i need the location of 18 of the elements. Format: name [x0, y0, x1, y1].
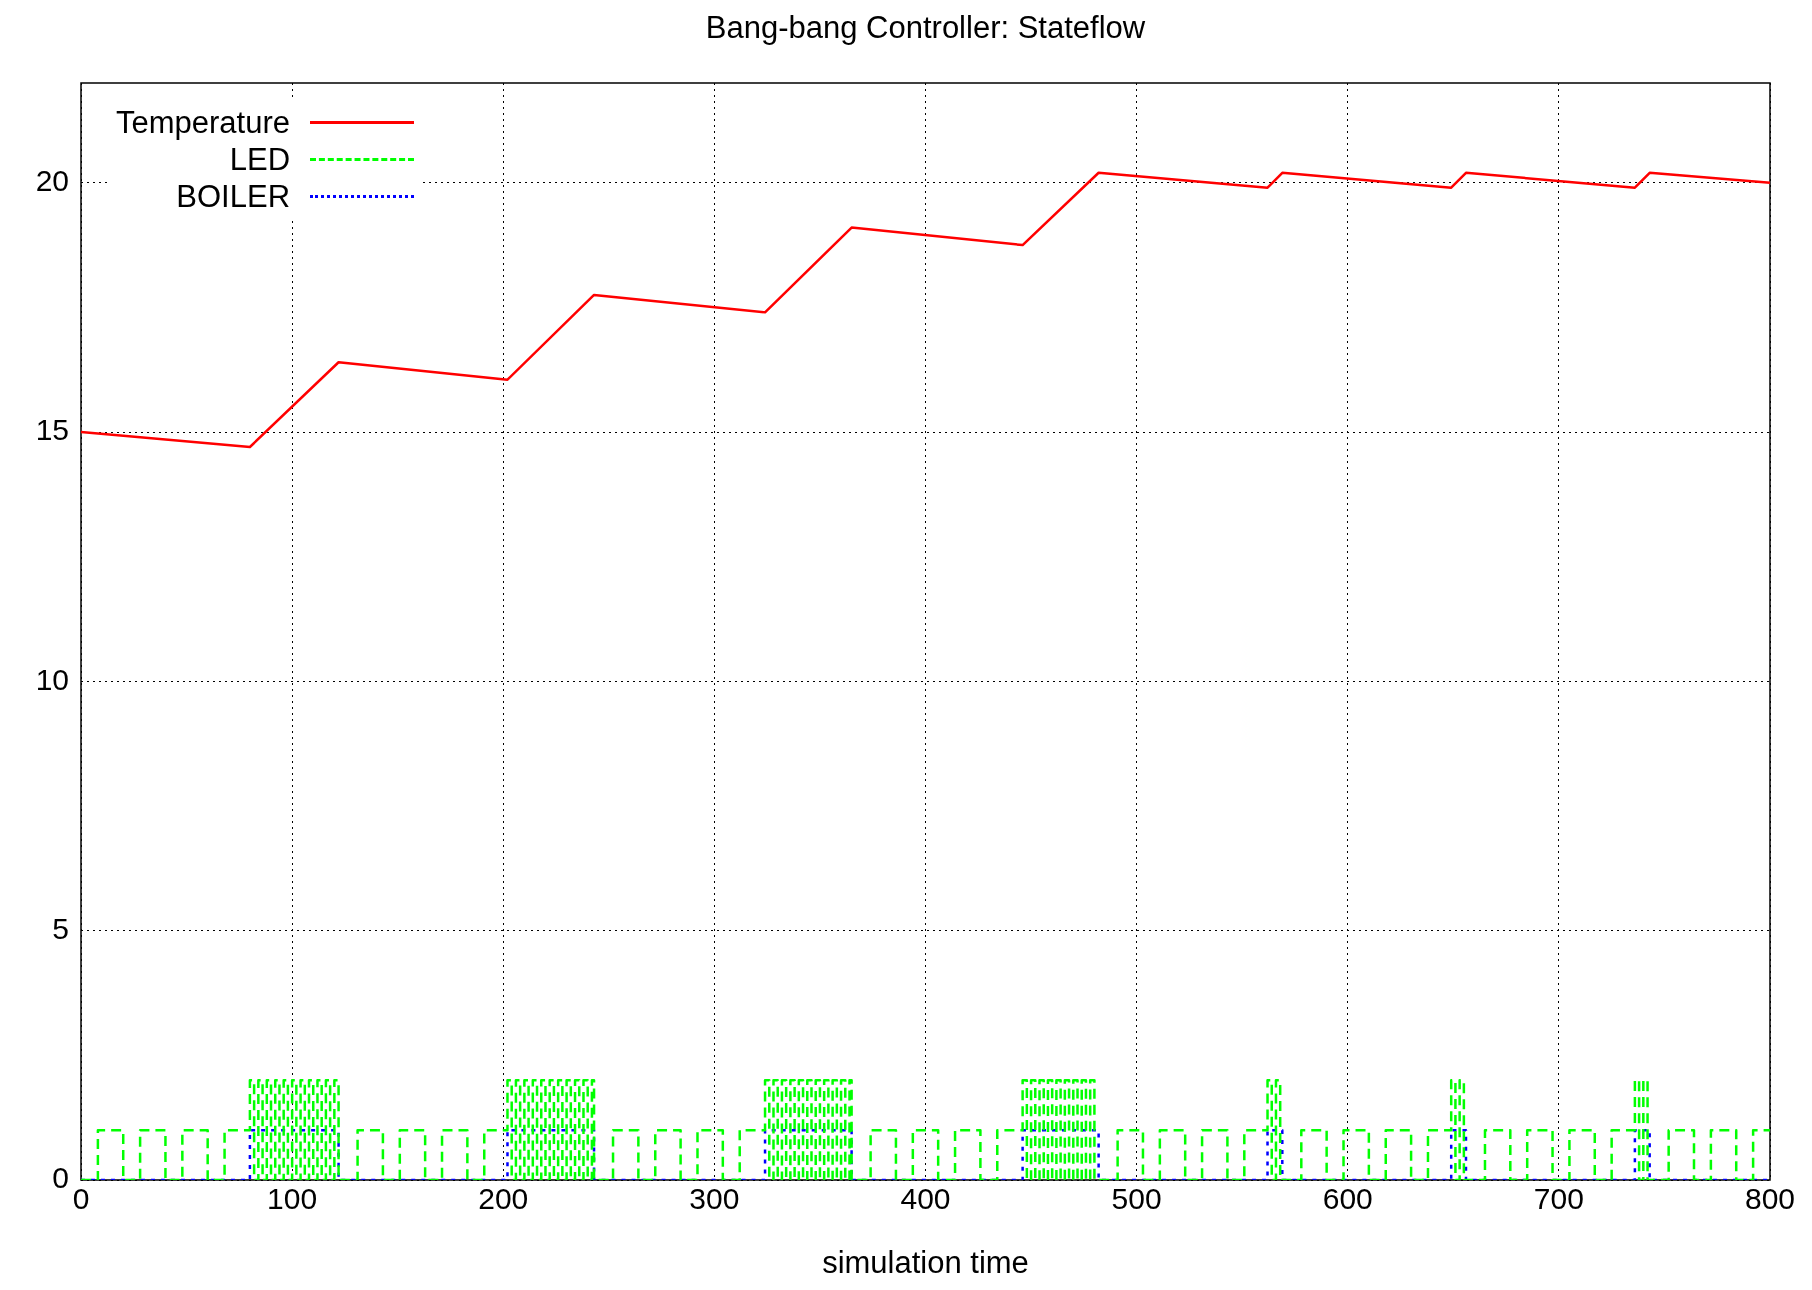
legend-label: BOILER	[176, 178, 291, 215]
legend-label: Temperature	[116, 104, 291, 141]
x-tick-label: 400	[900, 1182, 951, 1216]
x-axis-title: simulation time	[821, 1245, 1030, 1281]
x-tick-label: 600	[1322, 1182, 1373, 1216]
legend-label: LED	[229, 141, 291, 178]
y-tick-label: 10	[35, 662, 69, 696]
x-tick-label: 100	[267, 1182, 318, 1216]
x-tick-label: 200	[478, 1182, 529, 1216]
x-tick-label: 700	[1533, 1182, 1584, 1216]
y-tick-label: 20	[35, 163, 69, 197]
x-tick-label: 300	[689, 1182, 740, 1216]
x-tick-label: 500	[1111, 1182, 1162, 1216]
chart-title: Bang-bang Controller: Stateflow	[704, 10, 1147, 46]
y-tick-label: 15	[35, 413, 69, 447]
x-tick-label: 800	[1744, 1182, 1796, 1216]
y-tick-label: 0	[52, 1161, 69, 1195]
y-tick-label: 5	[52, 911, 69, 945]
